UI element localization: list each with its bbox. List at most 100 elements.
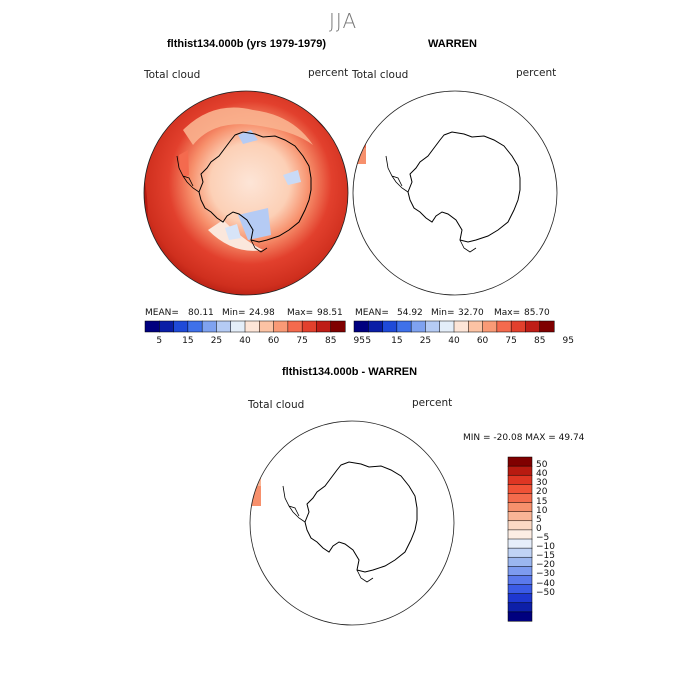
panel1-colorbar-swatch [230,320,246,333]
panel3-units-label: percent [412,397,453,409]
panel3-colorbar-swatch [507,474,533,485]
panel1-colorbar-tick-label: 95 [353,336,365,346]
panel2-colorbar-swatch [468,320,484,333]
panel2-colorbar-tick-label: 60 [476,336,489,346]
panel2-colorbar-swatch [496,320,512,333]
panel3-colorbar-labels: 50 40 30 20 15 10 5 0 −5 −10 −15 −20 −30 −40 −50 [536,457,576,621]
panel2-colorbar-swatch [439,320,455,333]
panel1-colorbar-swatch [216,320,232,333]
panel3-colorbar-tick-label: 0 [536,523,542,534]
panel3-colorbar-tick-label: 20 [536,487,548,498]
panel3-minmax-text: MIN = -20.08 MAX = 49.74 [463,433,585,443]
panel3-colorbar-swatch [507,611,533,622]
panel3-colorbar-tick-label: −30 [536,569,555,580]
panel2-title: WARREN [428,38,477,50]
panel2-colorbar [353,320,555,333]
panel3-colorbar-swatch [507,575,533,586]
panel3-colorbar-tick-label: 10 [536,505,548,516]
panel3-colorbar-tick-label: −5 [536,533,550,543]
panel2-colorbar-swatch [368,320,384,333]
panel3-colorbar-tick-label: 40 [536,469,548,480]
panel1-colorbar-tick-label: 40 [239,336,251,346]
panel2-stats-mean-label: MEAN= [355,308,389,318]
panel2-colorbar-tick-label: 25 [419,336,432,346]
panel3-colorbar-swatch [507,538,533,549]
panel2-colorbar-tick-label: 75 [505,336,517,346]
panel1-variable-label: Total cloud [144,69,201,81]
panel2-colorbar-swatch [510,320,526,333]
panel2-stats-min-label: Min= [431,308,455,318]
panel3-coastline [304,461,418,573]
panel1-colorbar-tick-label: 5 [156,336,163,346]
panel1-colorbar-tick-label: 85 [324,336,337,346]
panel1-colorbar-tick-label: 15 [182,336,194,346]
panel1-stats-max-label: Max= [287,308,314,318]
panel1-colorbar-labels: 5 15 25 40 60 75 85 95 [145,336,365,348]
panel3-colorbar-swatch [507,465,533,476]
panel1-colorbar [144,320,346,333]
panel2-stats-min: 32.70 [458,308,484,318]
panel3-colorbar-swatch [507,511,533,522]
panel2-colorbar-swatch [525,320,541,333]
panel2-stats-mean: 54.92 [397,308,423,318]
panel2-colorbar-swatch [482,320,498,333]
panel1-colorbar-tick-label: 75 [296,336,308,346]
panel1-colorbar-swatch [173,320,189,333]
panel1-colorbar-tick-label: 60 [267,336,280,346]
panel1-stats-min-label: Min= [222,308,246,318]
panel3-title: flthist134.000b - WARREN [282,366,418,378]
panel3-colorbar-swatch [507,484,533,494]
panel2-colorbar-tick-label: 85 [533,336,546,346]
panel1-stats-mean: 80.11 [188,308,214,318]
panel1-units-label: percent [308,67,349,79]
panel2-map [352,90,558,296]
panel2-units-label: percent [516,67,557,79]
panel3-colorbar-swatch [507,593,533,604]
panel3-colorbar-tick-label: 15 [536,496,548,507]
panel3-colorbar-swatch [507,602,533,613]
panel3-colorbar-tick-label: 50 [536,460,548,471]
panel2-variable-label: Total cloud [352,69,409,81]
panel2-colorbar-tick-label: 95 [562,336,574,346]
panel2-colorbar-swatch [410,320,426,333]
panel3-colorbar-tick-label: −40 [536,578,555,589]
panel3-colorbar-tick-label: −15 [536,551,555,562]
panel2-colorbar-swatch [396,320,412,333]
panel1-colorbar-swatch [144,320,160,333]
panel2-colorbar-swatch [539,320,555,333]
panel3-variable-label: Total cloud [248,399,305,411]
panel3-colorbar-swatch [507,520,533,531]
panel3-map [249,420,455,626]
panel1-coastline [198,131,312,243]
panel1-colorbar-swatch [330,320,346,333]
panel3-colorbar-swatch [507,584,533,595]
panel3-colorbar [507,456,533,622]
panel3-colorbar-swatch [507,556,533,567]
panel3-colorbar-swatch [507,493,533,504]
panel2-colorbar-tick-label: 40 [448,336,460,346]
panel1-colorbar-swatch [287,320,303,333]
panel3-colorbar-swatch [507,529,533,540]
panel1-stats-min: 24.98 [249,308,275,318]
panel3-colorbar-tick-label: 30 [536,478,548,489]
panel1-map [143,90,349,296]
panel1-colorbar-tick-label: 25 [210,336,223,346]
panel3-colorbar-tick-label: −20 [536,560,555,571]
panel2-colorbar-swatch [425,320,441,333]
panel2-colorbar-swatch [353,320,369,333]
panel1-stats-max: 98.51 [317,308,343,318]
panel3-colorbar-tick-label: −50 [536,587,555,598]
panel3-colorbar-swatch [507,566,533,576]
panel3-colorbar-tick-label: −10 [536,542,555,553]
panel3-colorbar-swatch [507,547,533,558]
panel3-colorbar-tick-label: 5 [536,514,542,525]
panel1-title: flthist134.000b (yrs 1979-1979) [167,38,326,50]
panel1-colorbar-swatch [301,320,317,333]
panel2-stats-max: 85.70 [524,308,550,318]
panel2-colorbar-swatch [382,320,398,333]
panel1-colorbar-swatch [244,320,260,333]
panel3-colorbar-swatch [507,456,533,467]
panel1-colorbar-swatch [273,320,289,333]
panel1-colorbar-swatch [187,320,203,333]
panel2-colorbar-tick-label: 5 [365,336,372,346]
